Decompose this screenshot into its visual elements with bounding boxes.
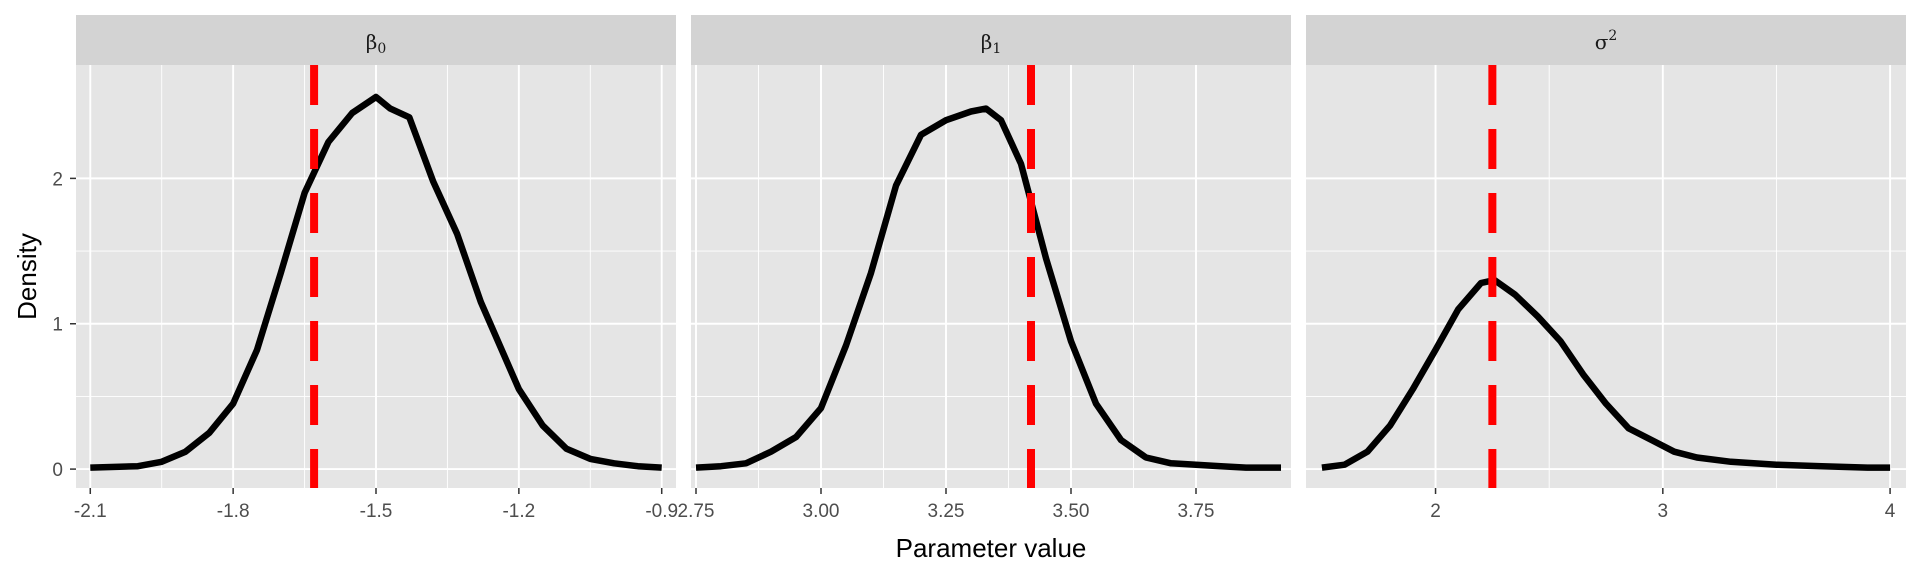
x-tick-label: 2 <box>1430 501 1441 522</box>
facet-strip <box>1306 15 1906 65</box>
density-curve <box>90 93 662 471</box>
density-curve <box>1321 276 1891 471</box>
facet-panel-2: β1 2.75 3.00 3.25 3.50 3.75 <box>678 15 1291 522</box>
x-tick-label: -1.2 <box>502 501 535 522</box>
y-axis-title: Density <box>12 233 42 320</box>
panel-background <box>691 65 1291 488</box>
x-tick-label: -0.9 <box>645 501 678 522</box>
x-tick-label: -2.1 <box>74 501 107 522</box>
facet-strip-label: β1 <box>981 30 1001 57</box>
y-tick-label: 2 <box>52 169 63 190</box>
facet-strip-label: σ2 <box>1595 28 1618 54</box>
x-tick-label: -1.8 <box>217 501 250 522</box>
facet-strip <box>691 15 1291 65</box>
x-tick-label: 2.75 <box>678 501 715 522</box>
x-tick-label: 3.00 <box>803 501 840 522</box>
panel-background <box>1306 65 1906 488</box>
x-tick-label: 3.50 <box>1053 501 1090 522</box>
y-tick-label: 1 <box>52 315 63 336</box>
facet-panel-3: σ2 2 3 4 <box>1306 15 1906 522</box>
x-tick-label: 3 <box>1658 501 1669 522</box>
x-tick-label: 3.25 <box>928 501 965 522</box>
x-tick-label: -1.5 <box>360 501 393 522</box>
facet-panel-1: β0 -2.1 -1.8 -1.5 -1.2 -0.9 <box>74 15 678 522</box>
y-tick-label: 0 <box>52 460 63 481</box>
x-axis-title: Parameter value <box>896 533 1087 563</box>
facet-strip-label: β0 <box>366 30 386 57</box>
facet-strip <box>76 15 676 65</box>
density-curve <box>695 105 1281 471</box>
x-tick-label: 3.75 <box>1178 501 1215 522</box>
x-tick-label: 4 <box>1885 501 1896 522</box>
